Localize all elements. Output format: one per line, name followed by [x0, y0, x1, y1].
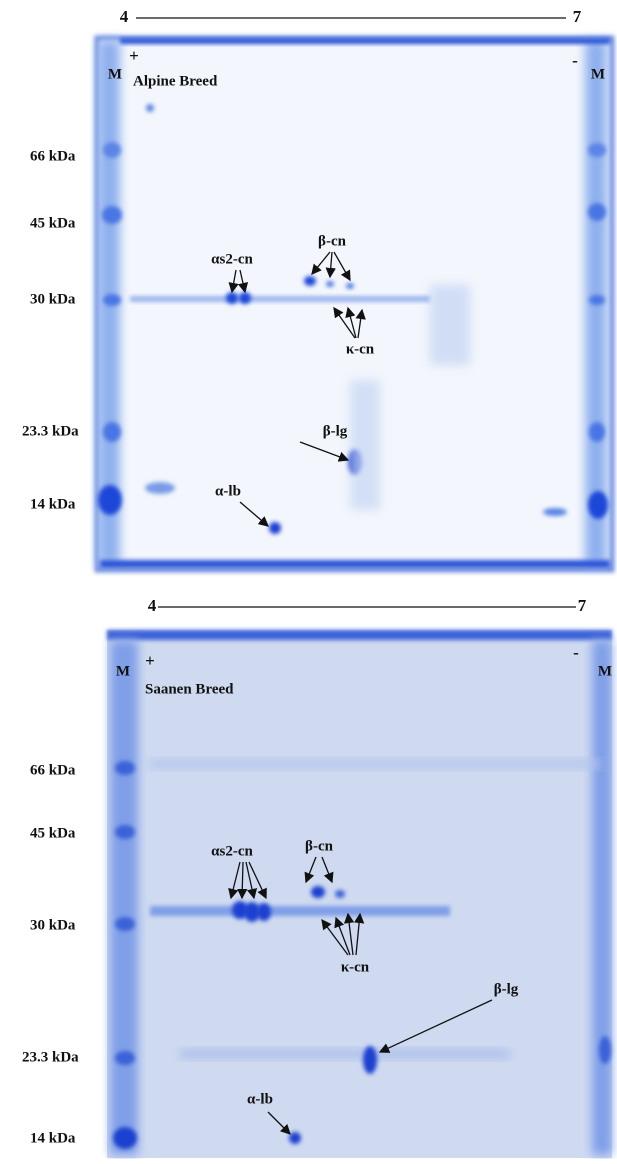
protein-label: αs2-cn: [211, 251, 253, 267]
protein-label: κ-cn: [341, 959, 370, 975]
protein-label: α-lb: [215, 483, 241, 499]
ph-end: 7: [573, 7, 582, 26]
protein-label: β-lg: [494, 981, 519, 997]
mw-label: 45 kDa: [30, 825, 76, 841]
marker-label: M: [108, 66, 122, 82]
mw-label: 30 kDa: [30, 291, 76, 307]
marker-label: M: [591, 66, 605, 82]
mw-label: 45 kDa: [30, 215, 76, 231]
ph-start: 4: [148, 596, 157, 615]
mw-label: 23.3 kDa: [22, 423, 79, 439]
gel-alpine: [97, 38, 612, 570]
mw-label: 66 kDa: [30, 762, 76, 778]
gel-saanen: [107, 630, 612, 1158]
breed-title: Saanen Breed: [145, 681, 234, 697]
plus-sign: +: [145, 651, 155, 670]
ph-start: 4: [120, 7, 129, 26]
mw-label: 66 kDa: [30, 148, 76, 164]
minus-sign: -: [573, 643, 579, 662]
mw-label: 23.3 kDa: [22, 1049, 79, 1065]
mw-label: 30 kDa: [30, 917, 76, 933]
marker-label: M: [116, 663, 130, 679]
mw-label: 14 kDa: [30, 496, 76, 512]
marker-label: M: [598, 663, 612, 679]
mw-label: 14 kDa: [30, 1130, 76, 1146]
protein-label: β-cn: [318, 233, 347, 249]
protein-label: κ-cn: [346, 341, 375, 357]
protein-label: α-lb: [247, 1091, 273, 1107]
figure: 4 7 + - M M Alpine Breed 66 kDa 45 kDa 3…: [0, 0, 617, 1159]
protein-label: β-lg: [323, 423, 348, 439]
page: {"panels": [ {"ph_start": "4", "ph_end":…: [0, 0, 617, 1159]
breed-title: Alpine Breed: [133, 73, 218, 89]
minus-sign: -: [572, 51, 578, 70]
plus-sign: +: [129, 46, 139, 65]
protein-label: β-cn: [305, 838, 334, 854]
protein-label: αs2-cn: [211, 843, 253, 859]
ph-end: 7: [578, 596, 587, 615]
